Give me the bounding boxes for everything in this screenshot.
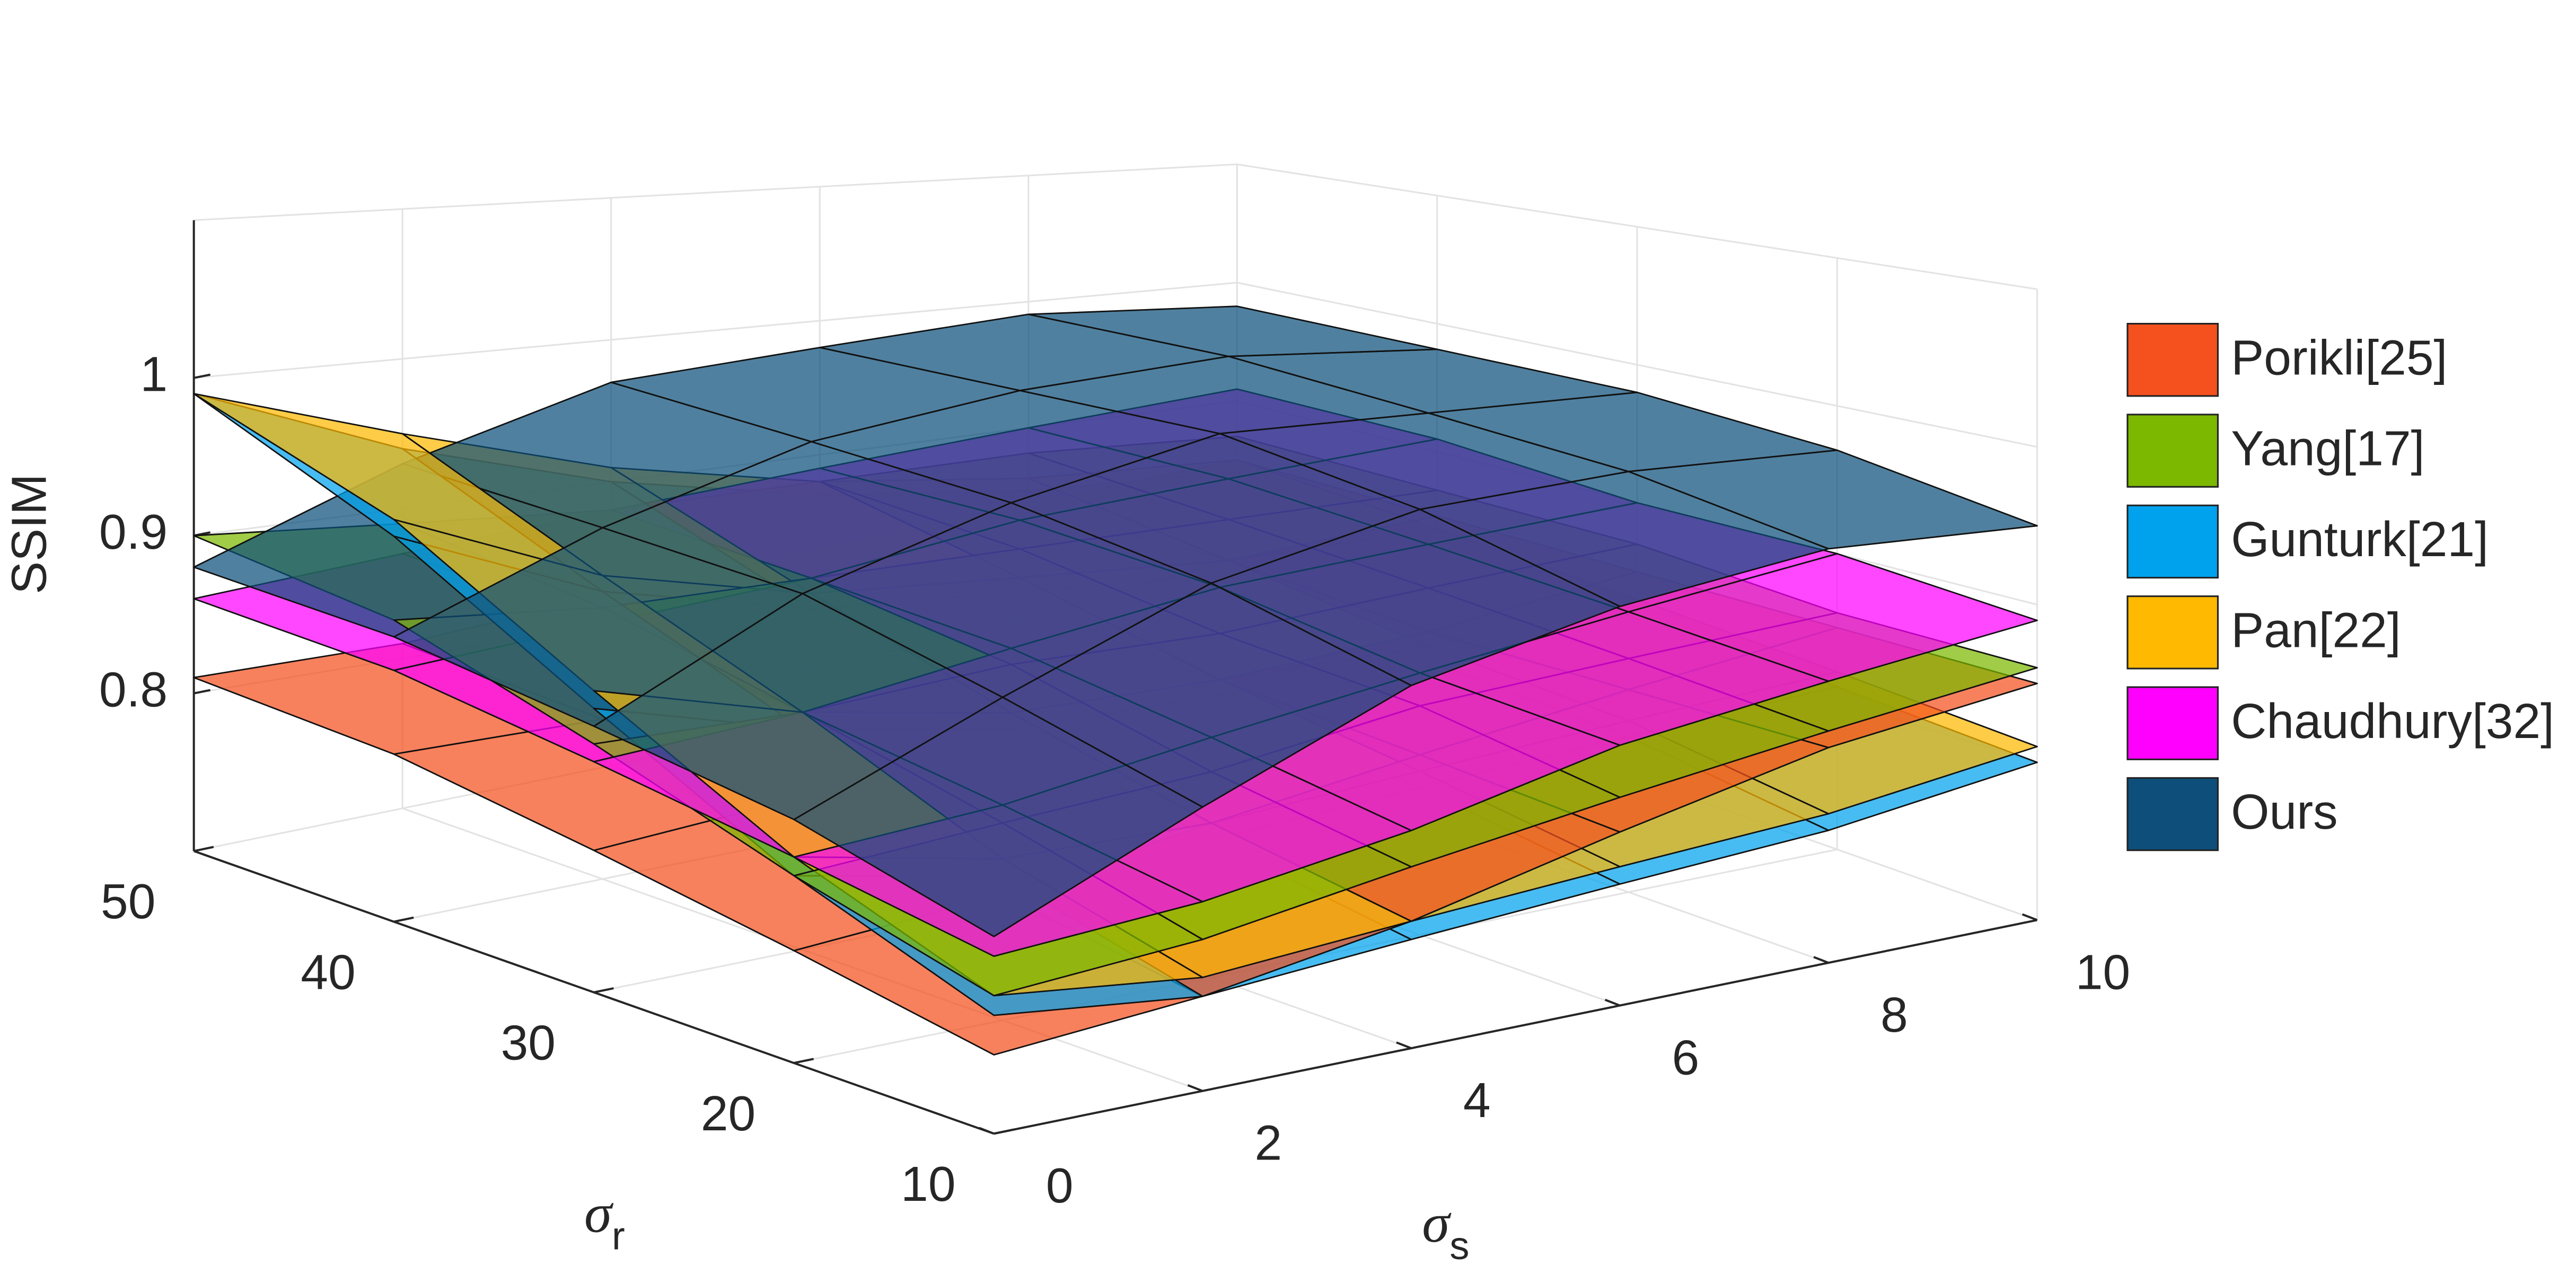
legend-swatch: [2126, 414, 2219, 488]
axes: 0.8 0.9 1 10 20 30 40 50 0 2 4 6 8 10: [99, 220, 2130, 1213]
legend-label: Chaudhury[32]: [2231, 693, 2554, 749]
y-tick-label: 50: [101, 874, 155, 929]
wall-grid-line: [194, 282, 1237, 379]
legend-label: Gunturk[21]: [2231, 512, 2489, 567]
z-tick: [194, 373, 211, 379]
x-axis-label-subscript: s: [1449, 1224, 1469, 1268]
wall-edge: [1237, 163, 2037, 291]
z-tick-label: 0.8: [99, 662, 168, 717]
legend-label: Pan[22]: [2231, 602, 2401, 657]
y-axis-label: σr: [584, 1182, 625, 1258]
y-tick: [393, 916, 414, 923]
y-axis-label-symbol: σ: [584, 1182, 614, 1244]
y-tick: [794, 1058, 814, 1065]
y-tick-label: 40: [301, 944, 355, 999]
legend: Porikli[25] Yang[17] Gunturk[21] Pan[22] Cha…: [2126, 322, 2554, 851]
x-tick: [1187, 1084, 1203, 1092]
y-tick-label: 20: [701, 1086, 755, 1141]
z-tick: [194, 689, 211, 695]
y-tick-label: 30: [501, 1015, 556, 1070]
x-tick-label: 0: [1046, 1158, 1074, 1213]
legend-swatch: [2126, 686, 2219, 760]
x-axis-label: σs: [1422, 1192, 1469, 1268]
x-tick: [2021, 913, 2038, 921]
x-axis: [994, 919, 2037, 1135]
legend-label: Porikli[25]: [2231, 330, 2447, 385]
y-tick: [994, 1128, 1014, 1135]
y-tick: [593, 987, 614, 994]
x-tick: [1604, 998, 1621, 1007]
y-tick-label: 10: [901, 1156, 955, 1211]
x-tick: [1396, 1041, 1412, 1050]
x-tick-label: 8: [1880, 987, 1908, 1042]
x-tick-label: 2: [1254, 1115, 1282, 1171]
y-axis-label-subscript: r: [612, 1214, 625, 1258]
legend-swatch: [2126, 504, 2219, 579]
x-tick-label: 6: [1672, 1030, 1700, 1085]
x-tick-label: 4: [1463, 1073, 1491, 1128]
legend-label: Yang[17]: [2231, 421, 2424, 476]
wall-edge: [194, 163, 1237, 221]
x-tick: [979, 1127, 995, 1135]
legend-label: Ours: [2231, 784, 2337, 839]
legend-swatch: [2126, 595, 2219, 670]
surfaces: [193, 305, 2038, 1056]
legend-swatch: [2126, 322, 2219, 397]
wall-grid-line: [1237, 282, 2037, 448]
x-tick-label: 10: [2076, 944, 2130, 999]
legend-swatch: [2126, 777, 2219, 851]
surface-patch: [793, 696, 1203, 937]
z-tick-label: 0.9: [99, 504, 168, 559]
x-axis-label-symbol: σ: [1422, 1192, 1452, 1254]
z-tick-label: 1: [140, 346, 168, 401]
z-axis-label: SSIM: [2, 474, 57, 594]
y-tick: [194, 846, 214, 853]
x-tick: [1813, 956, 1829, 964]
